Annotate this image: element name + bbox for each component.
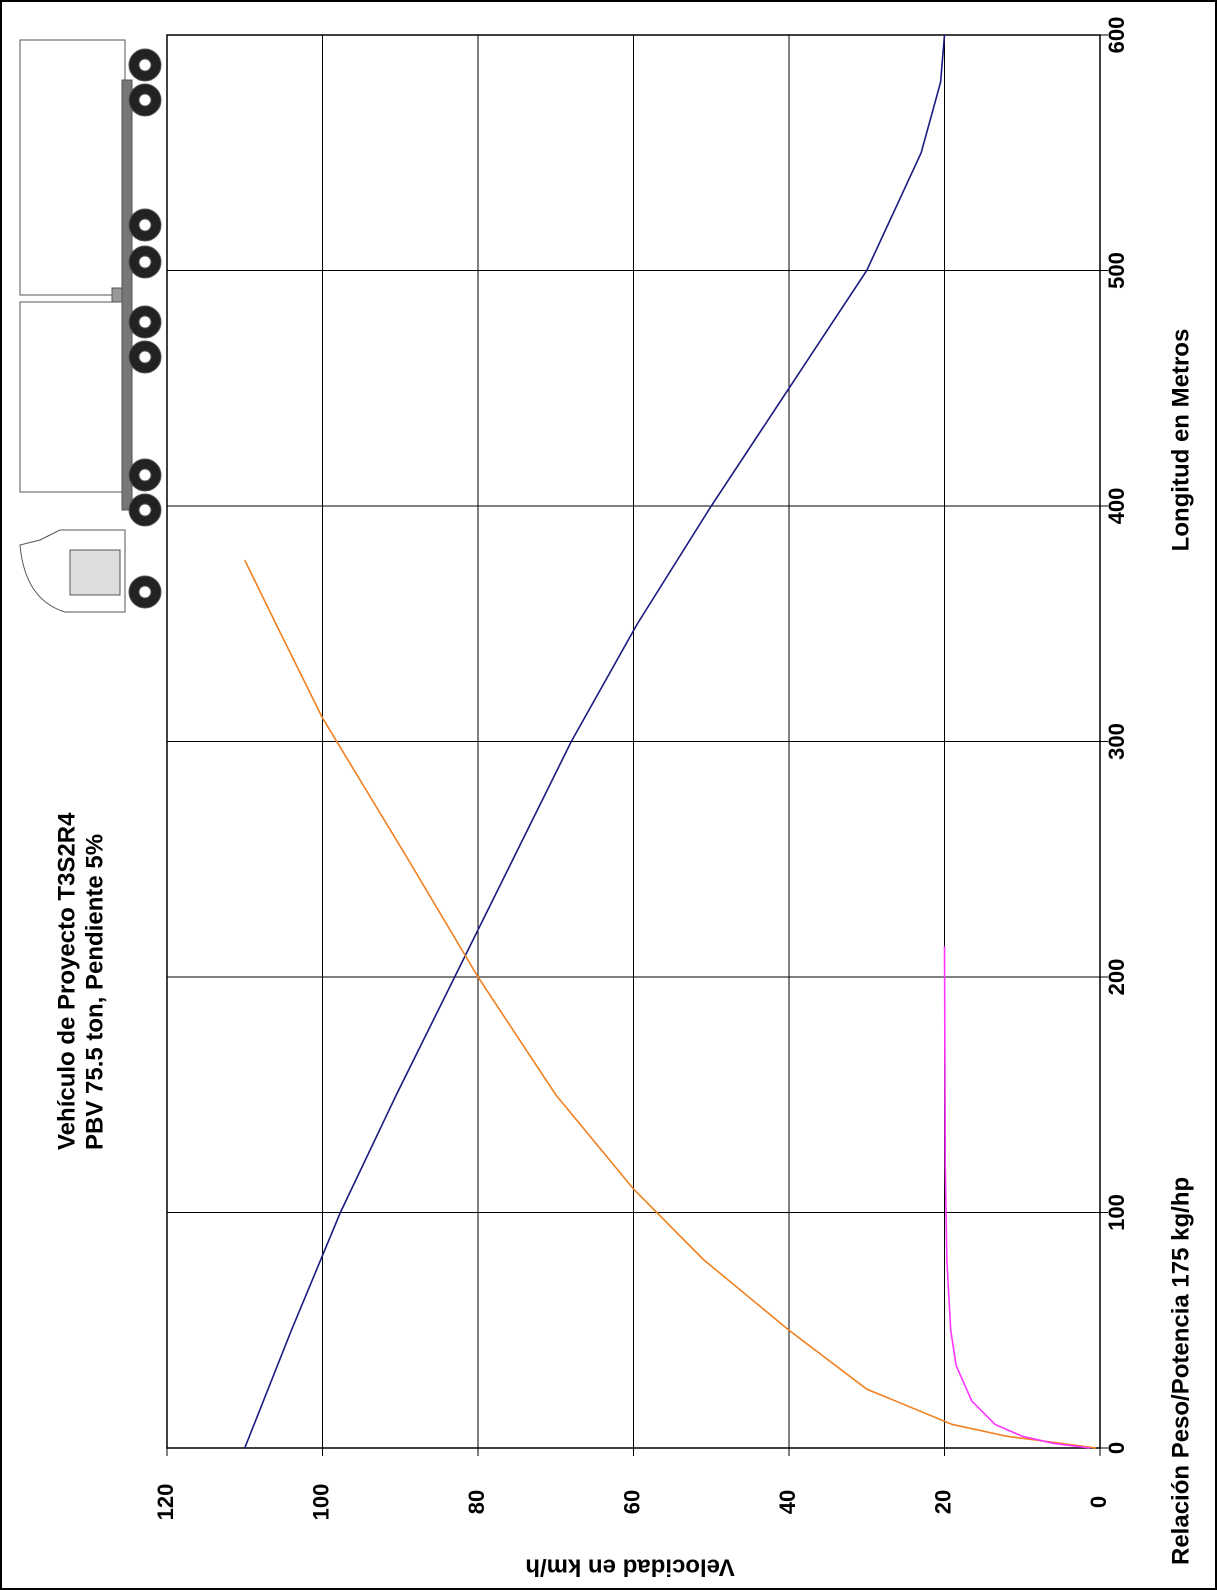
y-tick-label: 40 (775, 1490, 800, 1514)
x-tick-label: 500 (1104, 252, 1129, 289)
y-tick-label: 20 (930, 1490, 955, 1514)
y-tick-label: 0 (1086, 1496, 1111, 1508)
series-line (244, 559, 1097, 1449)
annotation: Relación Peso/Potencia 175 kg/hp (1167, 1177, 1194, 1565)
series-line (244, 34, 946, 1449)
chart-subtitle: PBV 75.5 ton, Pendiente 5% (81, 834, 108, 1150)
x-axis-label: Longitud en Metros (1167, 329, 1194, 552)
y-tick-label: 60 (619, 1490, 644, 1514)
x-tick-label: 600 (1104, 17, 1129, 54)
y-tick-label: 120 (153, 1484, 178, 1521)
y-tick-label: 80 (464, 1490, 489, 1514)
series-line (943, 946, 1090, 1449)
x-tick-label: 100 (1104, 1194, 1129, 1231)
x-tick-label: 300 (1104, 723, 1129, 760)
chart-title: Vehículo de Proyecto T3S2R4 (53, 812, 80, 1150)
y-tick-label: 100 (308, 1484, 333, 1521)
x-tick-label: 0 (1104, 1442, 1129, 1454)
x-tick-label: 200 (1104, 959, 1129, 996)
x-tick-label: 400 (1104, 488, 1129, 525)
truck-icon (19, 39, 162, 613)
y-axis-label: Velocidad en km/h (525, 1554, 734, 1581)
